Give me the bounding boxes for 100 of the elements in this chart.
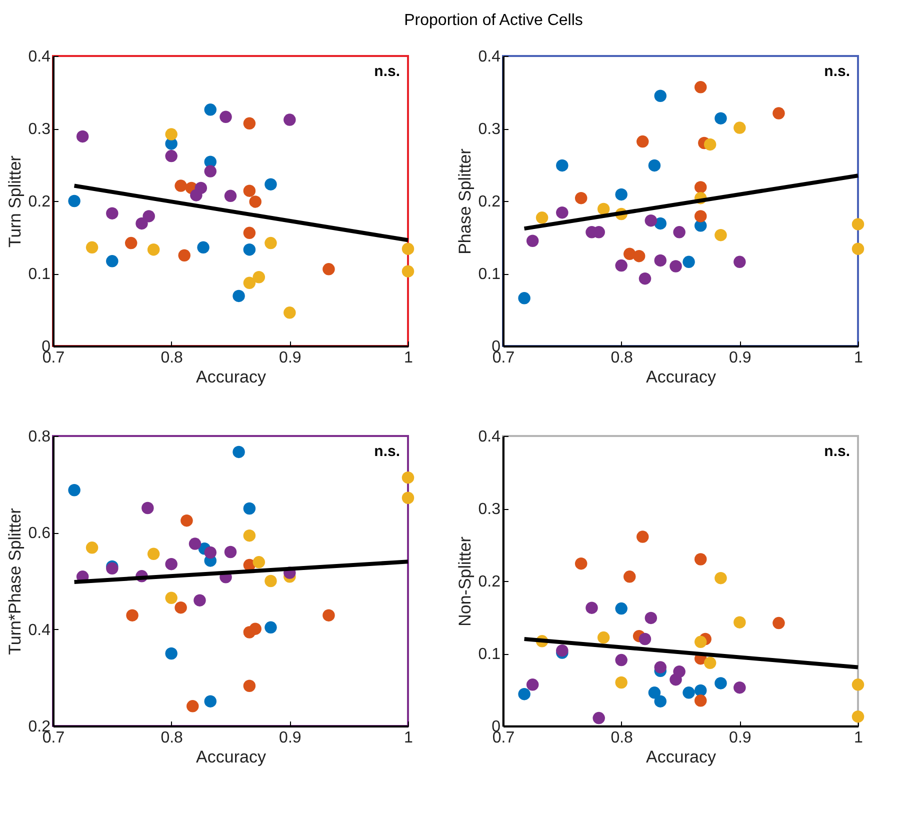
point — [694, 694, 707, 707]
point — [772, 616, 785, 630]
point — [615, 676, 628, 689]
point — [615, 654, 628, 666]
point — [243, 226, 256, 240]
annotation: n.s. — [824, 63, 850, 80]
point — [147, 548, 160, 560]
point — [243, 117, 256, 130]
y-tick-label: 0.2 — [28, 194, 51, 210]
point — [165, 128, 178, 140]
point — [648, 159, 661, 172]
point — [252, 556, 266, 568]
x-axis-title: Accuracy — [196, 368, 266, 386]
point — [852, 678, 864, 691]
point — [188, 538, 202, 550]
point — [264, 236, 277, 250]
point — [174, 601, 187, 614]
y-tick-label: 0.1 — [28, 266, 51, 283]
point — [76, 130, 89, 143]
point — [204, 695, 217, 708]
point — [142, 210, 155, 222]
point — [68, 484, 80, 496]
point — [556, 206, 568, 219]
point — [654, 90, 667, 102]
point — [694, 553, 707, 566]
point — [694, 210, 707, 222]
y-axis-title: Turn Splitter — [5, 155, 24, 248]
x-tick-label: 0.9 — [279, 730, 302, 746]
point — [654, 695, 667, 708]
point — [243, 680, 256, 692]
point — [106, 207, 118, 220]
point — [126, 609, 138, 622]
y-tick-label: 0.2 — [478, 574, 501, 590]
x-tick-label: 0.8 — [610, 730, 634, 746]
point — [264, 178, 277, 190]
y-tick-label: 0.4 — [28, 622, 51, 639]
point — [714, 228, 727, 242]
point — [147, 243, 160, 256]
annotation: n.s. — [824, 443, 850, 460]
point — [194, 594, 206, 606]
point — [322, 609, 335, 622]
point — [136, 217, 148, 230]
point — [714, 572, 727, 584]
point — [264, 621, 277, 634]
point — [249, 196, 262, 208]
x-tick-label: 1 — [854, 350, 864, 366]
y-tick-label: 0.4 — [478, 48, 501, 66]
x-tick-label: 1 — [404, 730, 414, 746]
point — [682, 686, 695, 699]
point — [180, 514, 193, 527]
point — [243, 184, 256, 197]
x-axis-title: Accuracy — [646, 368, 716, 386]
point — [852, 218, 864, 230]
x-tick-label: 1 — [854, 730, 864, 746]
y-tick-label: 0.1 — [478, 646, 501, 663]
x-tick-label: 0.9 — [729, 350, 752, 366]
point — [636, 135, 649, 148]
point — [556, 644, 568, 657]
point — [615, 602, 628, 615]
text: Proportion of Active Cells — [403, 11, 584, 31]
point — [734, 122, 746, 134]
point — [252, 271, 266, 284]
point — [638, 272, 652, 285]
point — [694, 636, 707, 648]
point — [648, 686, 661, 699]
point — [284, 306, 296, 319]
point — [526, 678, 539, 691]
point — [322, 263, 335, 276]
point — [232, 446, 245, 458]
point — [597, 631, 610, 644]
annotation: n.s. — [374, 63, 400, 80]
point — [615, 259, 628, 272]
point — [165, 558, 178, 570]
point — [638, 632, 652, 646]
y-tick-label: 0.3 — [28, 121, 51, 138]
y-tick-label: 0.4 — [28, 48, 51, 66]
point — [592, 712, 605, 724]
point — [623, 570, 636, 583]
point — [178, 249, 190, 262]
point — [220, 110, 232, 124]
point — [243, 276, 256, 290]
point — [518, 688, 530, 700]
point — [644, 214, 658, 227]
point — [644, 612, 658, 624]
point — [615, 188, 628, 201]
point — [243, 529, 256, 542]
point — [636, 530, 649, 543]
point — [654, 254, 667, 267]
y-axis-title: Turn*Phase Splitter — [5, 508, 24, 655]
point — [734, 681, 746, 694]
point — [165, 647, 178, 660]
point — [518, 292, 530, 304]
point — [670, 260, 682, 272]
point — [694, 684, 707, 697]
point — [190, 189, 202, 202]
y-tick-label: 0.4 — [478, 428, 501, 446]
point — [243, 243, 256, 256]
x-tick-label: 1 — [404, 350, 414, 366]
x-axis-title: Accuracy — [196, 748, 266, 766]
point — [654, 661, 667, 674]
